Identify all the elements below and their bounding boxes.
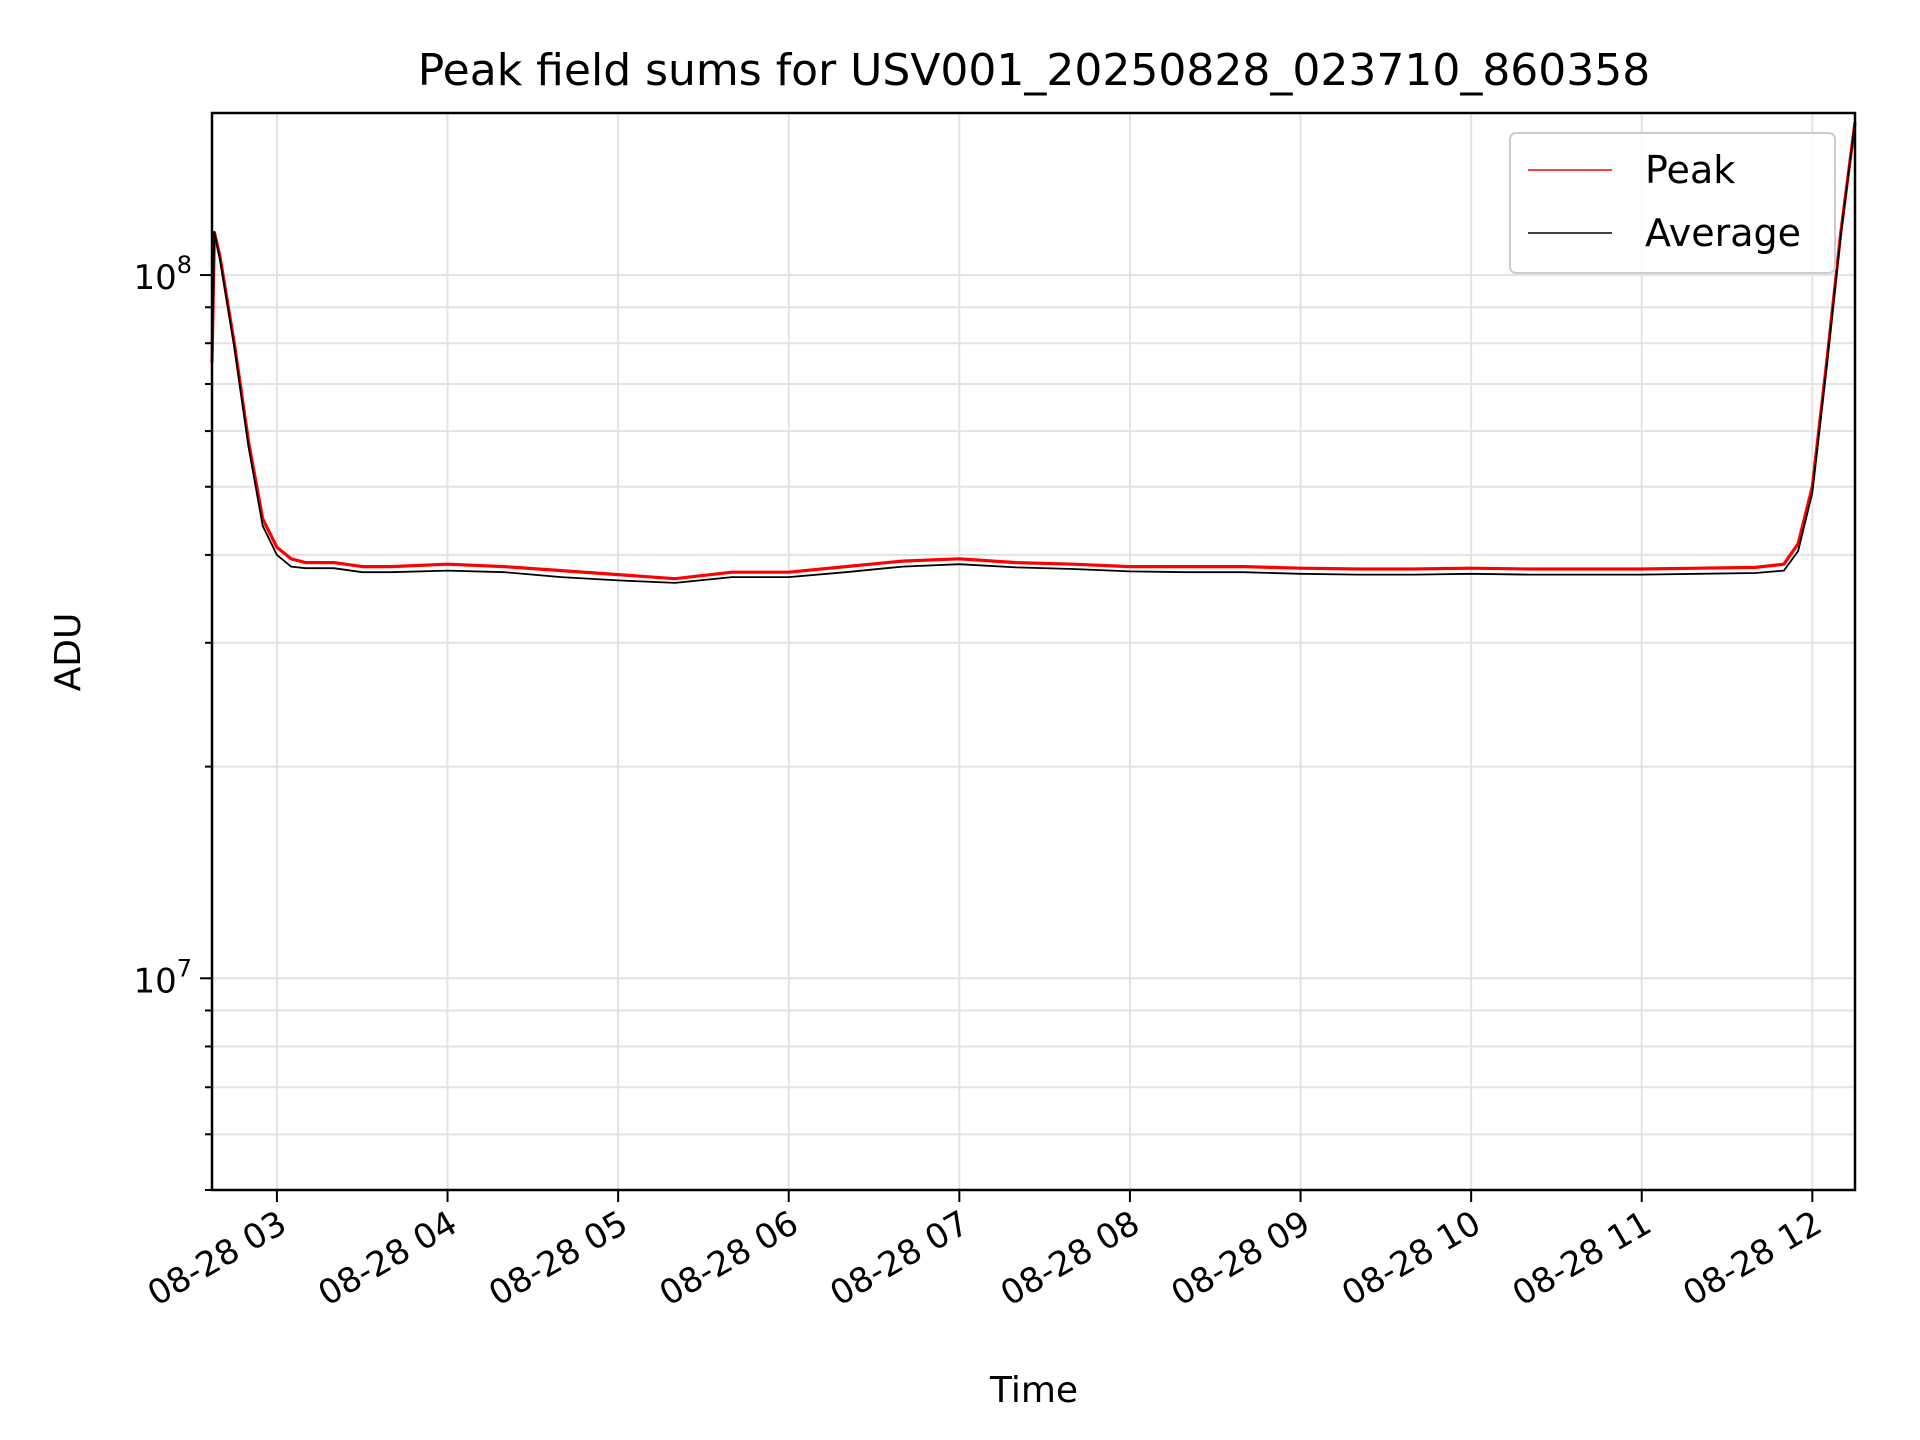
plot-frame xyxy=(210,111,1857,1192)
series-lines xyxy=(210,121,1857,584)
legend: Peak Average xyxy=(1509,132,1836,274)
y-tick-label: 107 xyxy=(133,954,192,1001)
legend-label-average: Average xyxy=(1645,211,1801,255)
series-line-peak xyxy=(210,121,1857,581)
y-tick-label-exponent: 8 xyxy=(177,251,192,279)
y-tick-label-base: 10 xyxy=(133,961,176,1001)
legend-label-peak: Peak xyxy=(1645,148,1735,192)
y-axis-label: ADU xyxy=(48,613,89,692)
y-tick-label: 108 xyxy=(133,251,192,298)
x-axis-label: Time xyxy=(989,1370,1078,1411)
legend-box xyxy=(1509,132,1836,274)
y-tick-label-base: 10 xyxy=(133,258,176,298)
grid xyxy=(212,113,1855,1191)
chart-title: Peak field sums for USV001_20250828_0237… xyxy=(418,45,1651,96)
series-line-average xyxy=(211,121,1856,584)
y-tick-label-exponent: 7 xyxy=(177,954,192,982)
